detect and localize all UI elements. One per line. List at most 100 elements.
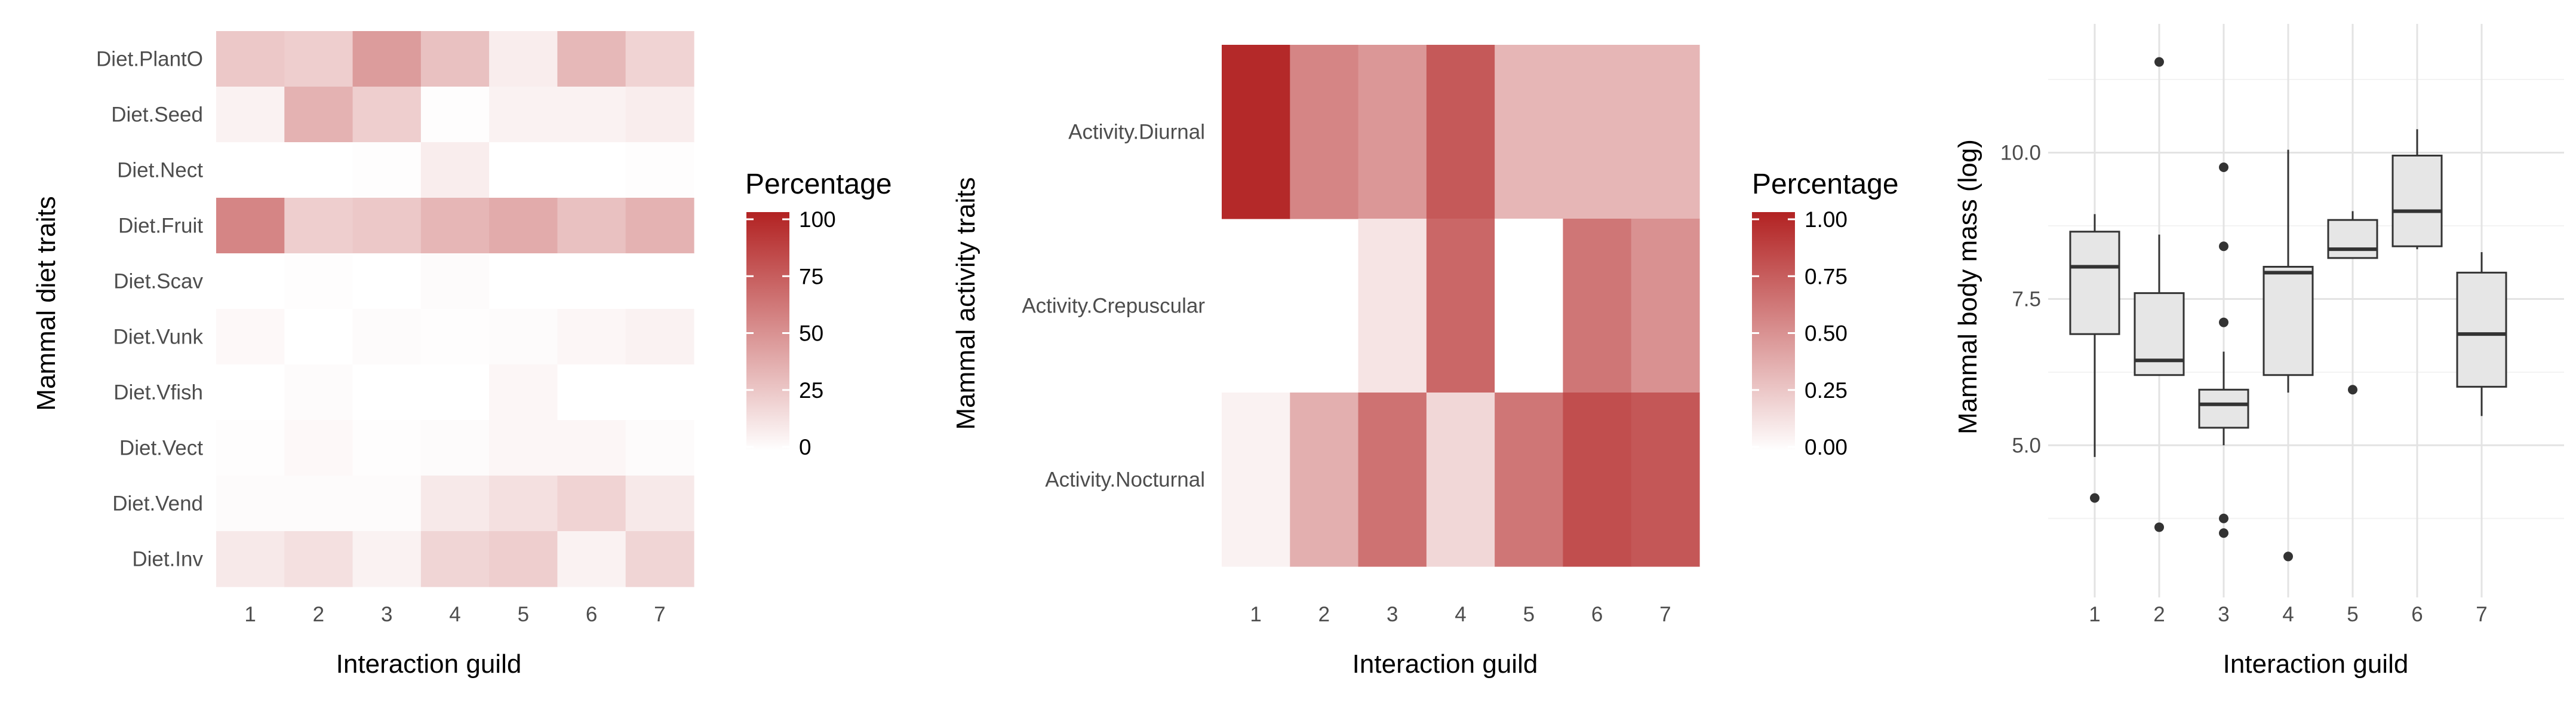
- diet-legend-colorbar: [746, 212, 789, 451]
- heatmap-cell: [284, 198, 353, 254]
- y-tick-label: Diet.Vfish: [113, 381, 203, 404]
- heatmap-cell: [284, 420, 353, 476]
- y-tick-label: Diet.Seed: [111, 103, 203, 127]
- legend-tick-label: 0.50: [1805, 321, 1848, 346]
- heatmap-cell: [284, 142, 353, 198]
- iqr-box: [2134, 292, 2185, 376]
- heatmap-cell: [420, 142, 490, 198]
- heatmap-cell: [625, 420, 694, 476]
- heatmap-cell: [489, 364, 558, 421]
- heatmap-cell: [420, 253, 490, 309]
- y-tick-label: Diet.Scav: [113, 270, 203, 293]
- heatmap-cell: [1563, 219, 1632, 393]
- legend-tick-label: 0.75: [1805, 264, 1848, 289]
- heatmap-cell: [557, 87, 626, 143]
- heatmap-cell: [1222, 45, 1290, 219]
- iqr-box: [2456, 271, 2507, 388]
- heatmap-cell: [420, 476, 490, 532]
- y-tick-label: Activity.Diurnal: [1068, 121, 1205, 144]
- x-tick-label: 6: [2411, 603, 2423, 626]
- outlier-point: [2219, 163, 2228, 172]
- boxplot-x-tick-labels: 1 2 3 4 5 6 7: [2089, 603, 2487, 626]
- outlier-point: [2219, 241, 2228, 252]
- diet-heatmap-panel: Diet.PlantO Diet.Seed Diet.Nect Diet.Fruit D…: [32, 31, 892, 679]
- heatmap-cell: [489, 476, 558, 532]
- heatmap-cell: [352, 142, 422, 198]
- outlier-point: [2219, 513, 2228, 523]
- heatmap-cell: [352, 309, 422, 365]
- x-tick-label: 5: [1523, 603, 1535, 626]
- heatmap-cell: [1426, 219, 1495, 393]
- y-tick-label: Diet.Fruit: [118, 214, 203, 238]
- heatmap-cell: [489, 420, 558, 476]
- x-tick-label: 5: [518, 603, 529, 626]
- y-tick-label: Diet.Vect: [119, 437, 203, 460]
- heatmap-cell: [1563, 393, 1632, 567]
- heatmap-cell: [216, 198, 285, 254]
- activity-legend-title: Percentage: [1752, 168, 1899, 200]
- heatmap-cell: [489, 309, 558, 365]
- heatmap-cell: [1358, 393, 1427, 567]
- heatmap-cell: [1290, 45, 1359, 219]
- heatmap-cell: [625, 309, 694, 365]
- diet-y-axis-title: Mammal diet traits: [32, 196, 61, 410]
- heatmap-cell: [557, 31, 626, 87]
- iqr-box: [2327, 219, 2378, 259]
- y-tick-label: Diet.Nect: [117, 159, 203, 182]
- x-tick-label: 1: [2089, 603, 2100, 626]
- body-mass-boxplot-panel: 5.0 7.5 10.0 1 2 3 4 5 6 7 Interaction guild Mam…: [1953, 24, 2564, 679]
- heatmap-cell: [216, 476, 285, 532]
- diet-y-tick-labels: Diet.PlantO Diet.Seed Diet.Nect Diet.Fruit D…: [96, 48, 203, 571]
- heatmap-cell: [1290, 393, 1359, 567]
- y-tick-label: Activity.Crepuscular: [1022, 295, 1205, 318]
- y-tick-label: Diet.Vend: [112, 492, 203, 516]
- heatmap-cell: [352, 198, 422, 254]
- heatmap-cell: [352, 364, 422, 421]
- iqr-box: [2391, 154, 2443, 247]
- activity-heatmap-panel: Activity.Diurnal Activity.Crepuscular Acti…: [951, 45, 1899, 679]
- activity-x-tick-labels: 1 2 3 4 5 6 7: [1250, 603, 1671, 626]
- boxplot-guild-5: [2327, 211, 2378, 395]
- x-tick-label: 1: [1250, 603, 1261, 626]
- heatmap-cell: [352, 420, 422, 476]
- heatmap-cell: [284, 476, 353, 532]
- heatmap-cell: [1631, 219, 1700, 393]
- x-tick-label: 4: [449, 603, 460, 626]
- activity-y-axis-title: Mammal activity traits: [951, 177, 980, 430]
- heatmap-cell: [1495, 393, 1564, 567]
- y-tick-label: Activity.Nocturnal: [1045, 468, 1205, 492]
- activity-y-tick-labels: Activity.Diurnal Activity.Crepuscular Acti…: [1022, 121, 1205, 492]
- heatmap-cell: [352, 31, 422, 87]
- heatmap-cell: [557, 420, 626, 476]
- heatmap-cell: [1495, 219, 1564, 393]
- heatmap-cell: [1222, 393, 1290, 567]
- legend-tick-label: 75: [799, 264, 823, 289]
- heatmap-cell: [489, 31, 558, 87]
- heatmap-cell: [489, 142, 558, 198]
- x-tick-label: 3: [381, 603, 392, 626]
- heatmap-cell: [625, 87, 694, 143]
- heatmap-cell: [625, 198, 694, 254]
- legend-tick-label: 50: [799, 321, 823, 346]
- heatmap-cell: [420, 420, 490, 476]
- boxplot-guild-2: [2134, 57, 2185, 532]
- y-tick-label: 10.0: [2000, 142, 2041, 165]
- x-tick-label: 4: [2282, 603, 2294, 626]
- heatmap-cell: [216, 253, 285, 309]
- boxplot-guild-1: [2069, 214, 2120, 503]
- heatmap-cell: [420, 31, 490, 87]
- boxplot-guild-3: [2198, 163, 2249, 538]
- outlier-point: [2154, 57, 2164, 67]
- heatmap-cell: [1631, 393, 1700, 567]
- heatmap-cell: [284, 253, 353, 309]
- heatmap-cell: [1358, 219, 1427, 393]
- heatmap-cell: [625, 476, 694, 532]
- outlier-point: [2090, 493, 2099, 503]
- heatmap-cell: [420, 364, 490, 421]
- diet-x-axis-title: Interaction guild: [336, 649, 522, 679]
- outlier-point: [2348, 385, 2357, 395]
- heatmap-cell: [1426, 393, 1495, 567]
- diet-x-tick-labels: 1 2 3 4 5 6 7: [244, 603, 665, 626]
- x-tick-label: 5: [2347, 603, 2358, 626]
